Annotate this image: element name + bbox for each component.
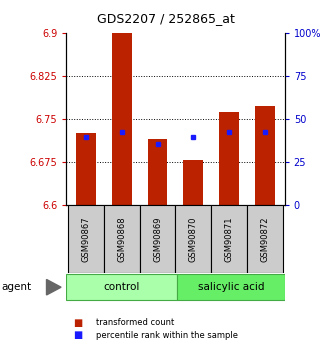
Bar bbox=[68, 205, 104, 273]
Text: ■: ■ bbox=[73, 318, 82, 327]
Bar bbox=[140, 205, 175, 273]
Bar bbox=[104, 205, 140, 273]
Text: GSM90868: GSM90868 bbox=[117, 216, 126, 262]
Bar bbox=[66, 274, 177, 300]
Bar bbox=[76, 133, 96, 205]
Text: GSM90867: GSM90867 bbox=[81, 216, 90, 262]
Text: percentile rank within the sample: percentile rank within the sample bbox=[96, 331, 238, 340]
Bar bbox=[148, 139, 167, 205]
Polygon shape bbox=[46, 279, 61, 295]
Bar bbox=[219, 112, 239, 205]
Text: ■: ■ bbox=[73, 331, 82, 340]
Text: GSM90872: GSM90872 bbox=[260, 216, 269, 262]
Text: GSM90870: GSM90870 bbox=[189, 216, 198, 262]
Text: salicylic acid: salicylic acid bbox=[198, 282, 264, 292]
Bar bbox=[183, 160, 203, 205]
Bar bbox=[247, 205, 283, 273]
Bar bbox=[177, 274, 285, 300]
Text: control: control bbox=[104, 282, 140, 292]
Bar bbox=[211, 205, 247, 273]
Bar bbox=[255, 106, 275, 205]
Bar bbox=[112, 33, 131, 205]
Bar bbox=[175, 205, 211, 273]
Text: transformed count: transformed count bbox=[96, 318, 174, 327]
Text: agent: agent bbox=[2, 282, 32, 292]
Text: GDS2207 / 252865_at: GDS2207 / 252865_at bbox=[97, 12, 234, 25]
Text: GSM90871: GSM90871 bbox=[225, 216, 234, 262]
Text: GSM90869: GSM90869 bbox=[153, 216, 162, 262]
